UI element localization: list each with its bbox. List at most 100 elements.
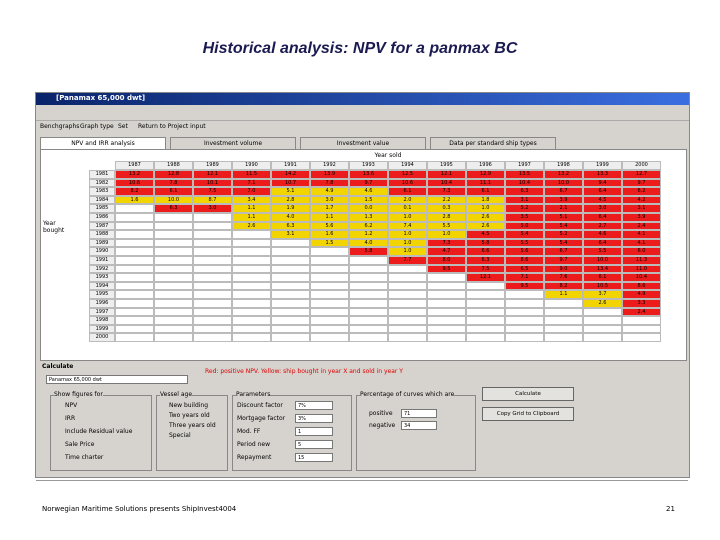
row-header: 1994 xyxy=(89,281,115,291)
row-header: 1998 xyxy=(89,316,115,325)
grid-cell xyxy=(583,333,622,342)
grid-cell: 12.5 xyxy=(388,170,427,179)
row-header: 1993 xyxy=(89,273,115,282)
app-window: [Panamax 65,000 dwt] Benchgraphs Graph ty… xyxy=(35,92,690,478)
grid-header: Year sold xyxy=(374,152,402,159)
grid-cell xyxy=(427,273,466,282)
grid-cell xyxy=(310,281,349,291)
grid-cell: 12.9 xyxy=(466,170,505,179)
grid-cell xyxy=(271,281,310,291)
grid-cell xyxy=(232,247,271,256)
column-header: 2000 xyxy=(622,161,661,170)
age-option[interactable]: Two years old xyxy=(169,412,210,419)
grid-cell: 1.2 xyxy=(349,230,388,239)
grid-cell xyxy=(505,324,544,334)
grid-cell: 4.0 xyxy=(271,213,310,222)
show-option[interactable]: IRR xyxy=(65,415,76,422)
param-label: Mortgage factor xyxy=(237,415,286,422)
ship-dropdown[interactable]: Panamax 65,000 dwt xyxy=(46,375,188,384)
grid-cell: 1.0 xyxy=(388,238,427,248)
grid-cell: 12.7 xyxy=(622,170,661,179)
tab[interactable]: Investment volume xyxy=(170,137,296,149)
grid-cell xyxy=(154,230,193,239)
footer-rule xyxy=(36,480,688,481)
grid-cell xyxy=(349,333,388,342)
show-option[interactable]: Sale Price xyxy=(65,441,95,448)
grid-cell xyxy=(466,333,505,342)
grid-cell: 13.6 xyxy=(349,170,388,179)
param-field[interactable]: 15 xyxy=(295,453,333,462)
show-option[interactable]: NPV xyxy=(65,402,78,409)
age-option[interactable]: Special xyxy=(169,432,191,439)
grid-cell xyxy=(349,290,388,299)
pct-label: positive xyxy=(369,410,393,417)
param-field[interactable]: 1 xyxy=(295,427,333,436)
grid-cell: 3.1 xyxy=(505,195,544,205)
menu-item[interactable]: Graph type xyxy=(80,123,114,130)
tab[interactable]: Data per standard ship types xyxy=(430,137,556,149)
grid-cell xyxy=(193,247,232,256)
grid-cell xyxy=(154,213,193,222)
grid-cell: 12.8 xyxy=(154,170,193,179)
grid-cell xyxy=(193,256,232,265)
grid-cell xyxy=(232,307,271,317)
grid-cell xyxy=(271,256,310,265)
grid-cell xyxy=(544,324,583,334)
grid-cell: 5.1 xyxy=(271,187,310,196)
param-field[interactable]: 7% xyxy=(295,401,333,410)
grid-cell: 10.6 xyxy=(115,178,154,188)
grid-cell: 10.0 xyxy=(544,178,583,188)
grid-cell: 7.5 xyxy=(193,187,232,196)
pct-field: 34 xyxy=(401,421,437,430)
grid-cell xyxy=(115,281,154,291)
age-option[interactable]: Three years old xyxy=(169,422,216,429)
grid-cell xyxy=(466,316,505,325)
column-header: 1998 xyxy=(544,161,583,170)
show-option[interactable]: Include Residual value xyxy=(65,428,133,435)
grid-cell: 3.0 xyxy=(193,204,232,213)
button[interactable]: Copy Grid to Clipboard xyxy=(482,407,574,421)
grid-cell xyxy=(583,324,622,334)
toolbar xyxy=(36,106,689,121)
column-header: 1988 xyxy=(154,161,193,170)
grid-cell xyxy=(232,290,271,299)
param-field[interactable]: 5 xyxy=(295,440,333,449)
grid-cell: 6.2 xyxy=(622,187,661,196)
grid-cell xyxy=(310,290,349,299)
grid-cell xyxy=(544,333,583,342)
param-field[interactable]: 3% xyxy=(295,414,333,423)
menu-item[interactable]: Benchgraphs xyxy=(40,123,80,130)
grid-cell xyxy=(232,230,271,239)
menu-item[interactable]: Set xyxy=(118,123,128,130)
grid-cell: 3.3 xyxy=(622,299,661,308)
column-header: 1999 xyxy=(583,161,622,170)
column-header: 1995 xyxy=(427,161,466,170)
grid-cell xyxy=(193,316,232,325)
grid-cell: 5.4 xyxy=(544,221,583,231)
footer-text: Norwegian Maritime Solutions presents Sh… xyxy=(42,505,237,513)
grid-cell xyxy=(115,264,154,274)
grid-cell: 6.0 xyxy=(622,247,661,256)
age-option[interactable]: New building xyxy=(169,402,209,409)
grid-cell: 7.4 xyxy=(388,221,427,231)
grid-cell: 4.2 xyxy=(622,195,661,205)
group-title: Show figures for xyxy=(54,391,103,398)
grid-cell: 1.6 xyxy=(310,230,349,239)
tab[interactable]: Investment value xyxy=(300,137,426,149)
grid-cell: 8.2 xyxy=(115,187,154,196)
row-header: 1983 xyxy=(89,187,115,196)
grid-cell xyxy=(193,299,232,308)
grid-cell: 7.1 xyxy=(505,273,544,282)
menu-item[interactable]: Return to Project input xyxy=(138,123,206,130)
show-option[interactable]: Time charter xyxy=(65,454,104,461)
grid-cell: 6.5 xyxy=(505,264,544,274)
grid-cell xyxy=(427,324,466,334)
button[interactable]: Calculate xyxy=(482,387,574,401)
grid-cell xyxy=(271,273,310,282)
grid-cell: 10.4 xyxy=(505,178,544,188)
grid-cell xyxy=(388,290,427,299)
grid-cell xyxy=(232,238,271,248)
grid-cell xyxy=(388,316,427,325)
tab[interactable]: NPV and IRR analysis xyxy=(40,137,166,149)
row-header: 1992 xyxy=(89,264,115,274)
